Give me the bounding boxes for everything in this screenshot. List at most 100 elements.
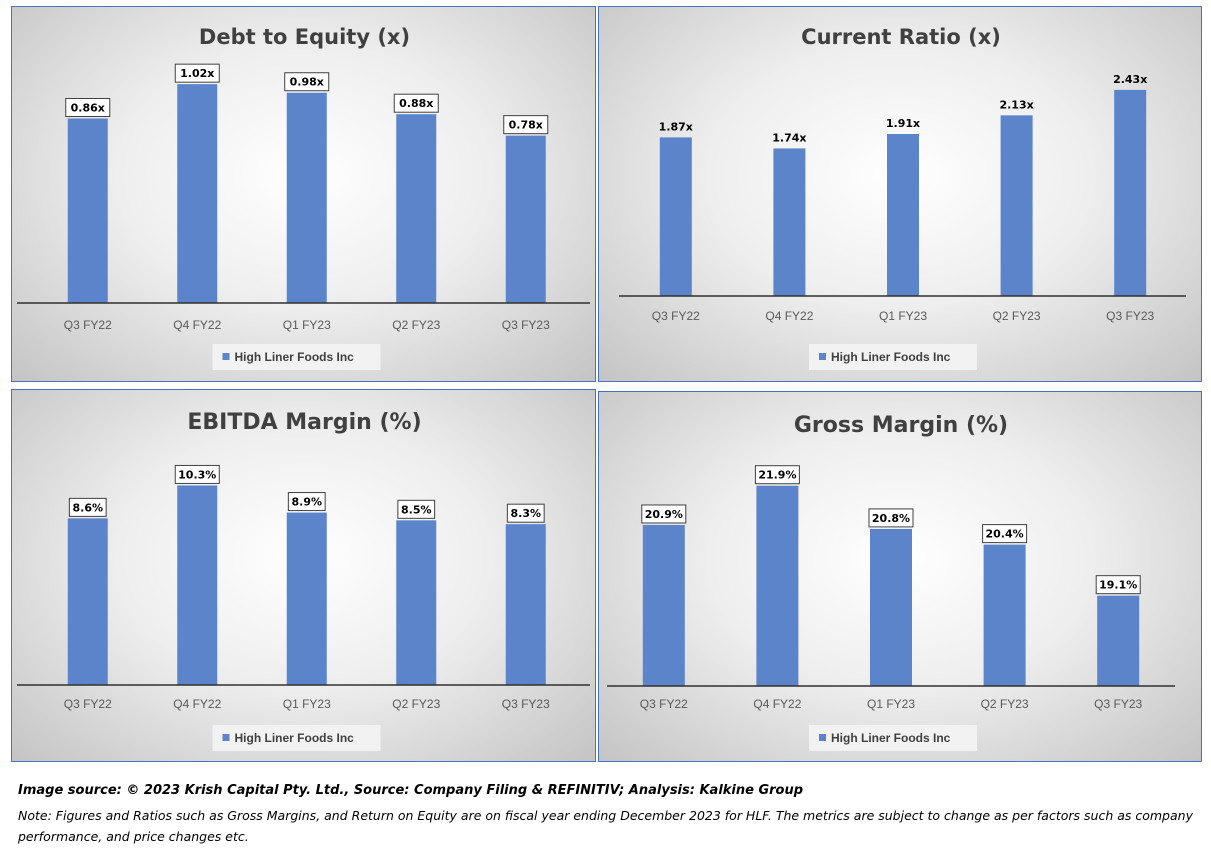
data-label-box <box>982 524 1028 544</box>
bar-q3-fy22 <box>659 137 692 296</box>
data-label: 0.98x <box>290 76 324 89</box>
x-tick-label: Q1 FY23 <box>283 318 331 332</box>
data-label-box <box>393 93 439 113</box>
legend-box <box>212 725 381 751</box>
bar-q1-fy23 <box>887 134 919 296</box>
x-tick-label: Q2 FY23 <box>993 309 1041 323</box>
data-label: 20.9% <box>645 508 683 521</box>
x-tick-label: Q4 FY22 <box>765 309 813 323</box>
data-label-box <box>284 72 330 92</box>
legend-swatch <box>222 734 230 741</box>
x-tick-label: Q4 FY22 <box>173 697 221 711</box>
bar-q3-fy23 <box>1114 89 1147 297</box>
x-tick-label: Q2 FY23 <box>981 697 1029 711</box>
legend-box <box>809 344 977 370</box>
data-label: 1.02x <box>180 67 214 80</box>
chart-panel-debt-to-equity: Debt to Equity (x) 0.86x Q3 FY22 1.02x Q4 FY… <box>11 6 596 382</box>
data-label: 8.9% <box>291 496 322 509</box>
data-label: 0.88x <box>399 97 433 110</box>
data-label-box <box>506 503 545 523</box>
data-label: 10.3% <box>178 468 216 481</box>
bar-q3-fy22 <box>642 524 685 686</box>
chart-title: Debt to Equity (x) <box>199 25 410 49</box>
legend-label: High Liner Foods Inc <box>235 731 355 745</box>
legend-swatch <box>819 734 826 741</box>
bar-q4-fy22 <box>177 485 218 685</box>
data-label: 2.43x <box>1113 73 1147 86</box>
x-tick-label: Q3 FY22 <box>64 318 112 332</box>
data-label-box <box>174 464 220 484</box>
data-label-box <box>65 97 111 117</box>
data-label: 0.78x <box>509 119 543 132</box>
chart-panel-gross-margin: Gross Margin (%) 20.9% Q3 FY22 21.9% Q4 FY22… <box>598 391 1202 762</box>
x-tick-label: Q3 FY22 <box>652 309 700 323</box>
legend-label: High Liner Foods Inc <box>831 731 951 745</box>
x-tick-label: Q3 FY23 <box>1094 697 1142 711</box>
bar-q1-fy23 <box>286 92 327 303</box>
x-tick-label: Q1 FY23 <box>283 697 331 711</box>
data-label: 8.6% <box>72 501 103 514</box>
x-tick-label: Q2 FY23 <box>392 318 440 332</box>
image-source-text: Image source: © 2023 Krish Capital Pty. … <box>18 783 804 798</box>
x-tick-label: Q3 FY22 <box>64 697 112 711</box>
bar-q1-fy23 <box>870 528 912 686</box>
chart-svg: Gross Margin (%) 20.9% Q3 FY22 21.9% Q4 FY22… <box>607 413 1175 751</box>
legend-box <box>212 344 381 370</box>
data-label-box <box>868 508 914 528</box>
data-label: 20.8% <box>872 512 910 525</box>
data-label-box <box>641 504 687 524</box>
data-label: 1.91x <box>886 117 920 130</box>
chart-svg: Debt to Equity (x) 0.86x Q3 FY22 1.02x Q4 FY… <box>17 25 590 370</box>
data-label: 19.1% <box>1099 579 1137 592</box>
chart-title: Gross Margin (%) <box>794 413 1008 438</box>
data-label: 8.3% <box>510 507 541 520</box>
x-tick-label: Q3 FY23 <box>1106 309 1154 323</box>
bar-q4-fy22 <box>177 84 218 303</box>
data-label: 2.13x <box>999 98 1033 111</box>
data-label-box <box>503 115 549 135</box>
legend-label: High Liner Foods Inc <box>235 350 355 364</box>
bar-q3-fy22 <box>67 118 108 303</box>
bar-q3-fy22 <box>67 518 108 685</box>
chart-panel-ebitda-margin: EBITDA Margin (%) 8.6% Q3 FY22 10.3% Q4 FY22… <box>11 389 596 762</box>
data-label: 8.5% <box>401 503 432 516</box>
x-tick-label: Q2 FY23 <box>392 697 440 711</box>
data-label: 0.86x <box>71 101 105 114</box>
data-label-box <box>1095 575 1141 595</box>
x-tick-label: Q3 FY23 <box>502 697 550 711</box>
bar-q2-fy23 <box>1000 115 1033 296</box>
chart-title: Current Ratio (x) <box>801 25 1001 49</box>
data-label-box <box>287 492 326 512</box>
data-label-box <box>174 63 220 83</box>
bar-q3-fy23 <box>505 524 546 685</box>
legend-swatch <box>819 353 826 360</box>
bar-q2-fy23 <box>396 114 437 303</box>
legend-label: High Liner Foods Inc <box>831 350 951 364</box>
x-tick-label: Q1 FY23 <box>879 309 927 323</box>
bar-q3-fy23 <box>505 135 546 303</box>
x-tick-label: Q3 FY22 <box>640 697 688 711</box>
bar-q4-fy22 <box>756 485 799 686</box>
chart-panel-current-ratio: Current Ratio (x) 1.87x Q3 FY22 1.74x Q4 FY2… <box>598 6 1202 382</box>
data-label-box <box>754 465 800 485</box>
x-tick-label: Q1 FY23 <box>867 697 915 711</box>
data-label: 1.87x <box>659 120 693 133</box>
data-label: 21.9% <box>758 469 796 482</box>
chart-svg: Current Ratio (x) 1.87x Q3 FY22 1.74x Q4 FY2… <box>619 25 1186 370</box>
x-tick-label: Q4 FY22 <box>753 697 801 711</box>
data-label-box <box>68 497 107 517</box>
chart-title: EBITDA Margin (%) <box>187 410 421 435</box>
bar-q4-fy22 <box>773 148 806 296</box>
legend-box <box>809 725 977 751</box>
bar-q3-fy23 <box>1097 595 1140 686</box>
bar-q2-fy23 <box>983 544 1026 686</box>
data-label-box <box>397 499 436 519</box>
x-tick-label: Q3 FY23 <box>502 318 550 332</box>
legend-swatch <box>222 353 230 360</box>
bar-q2-fy23 <box>396 520 437 685</box>
chart-svg: EBITDA Margin (%) 8.6% Q3 FY22 10.3% Q4 FY22… <box>17 410 590 751</box>
data-label: 1.74x <box>772 131 806 144</box>
bar-q1-fy23 <box>286 512 327 685</box>
data-label: 20.4% <box>986 528 1024 541</box>
x-tick-label: Q4 FY22 <box>173 318 221 332</box>
